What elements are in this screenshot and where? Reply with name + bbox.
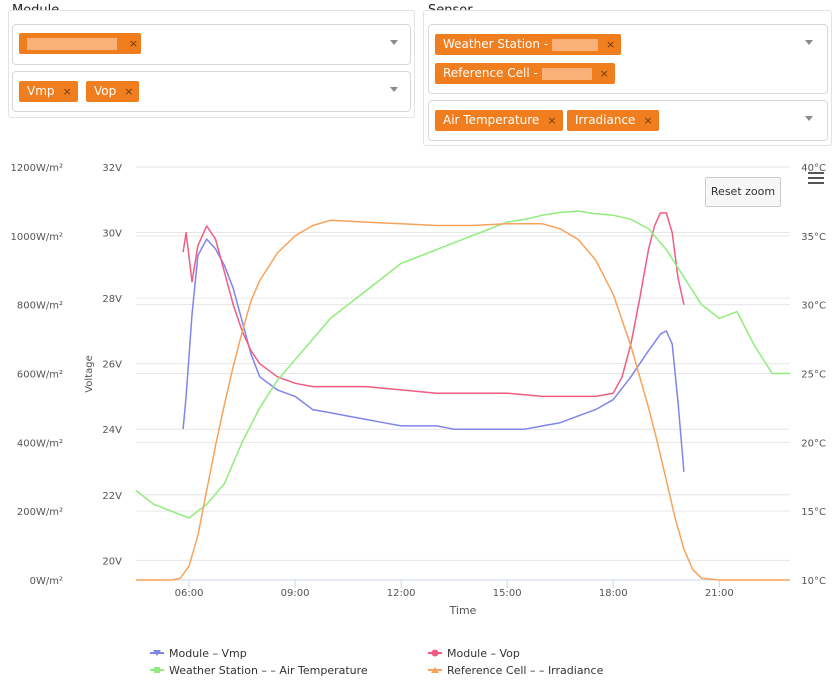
sensor-metric-select[interactable]: Air Temperature × Irradiance × [428, 100, 828, 141]
temperature-tick-label: 40°C [801, 163, 826, 174]
remove-module-chip-icon[interactable]: × [128, 37, 139, 50]
hamburger-icon[interactable] [808, 172, 824, 185]
weather-station-redacted [551, 38, 598, 51]
temperature-tick-label: 10°C [801, 576, 826, 587]
chip-vop: Vop × [86, 81, 140, 102]
x-tick-label: 21:00 [705, 588, 734, 599]
module-select[interactable]: × [12, 24, 411, 65]
irradiance-tick-label: 400W/m² [17, 438, 63, 449]
remove-reference-cell-icon[interactable]: × [599, 67, 609, 80]
temperature-tick-label: 35°C [801, 232, 826, 243]
chevron-down-icon[interactable] [390, 40, 398, 45]
chip-reference-cell-label: Reference Cell - [443, 66, 542, 80]
module-name-redacted [27, 37, 117, 50]
chip-air-temperature: Air Temperature × [435, 110, 563, 131]
voltage-tick-label: 26V [102, 360, 122, 371]
module-metric-select[interactable]: Vmp × Vop × [12, 71, 411, 112]
temperature-tick-label: 30°C [801, 301, 826, 312]
legend-vmp-marker [153, 650, 161, 656]
voltage-irradiance-temperature-chart[interactable]: 0W/m² 200W/m² 400W/m² 600W/m² 800W/m² 1000W/m… [0, 150, 840, 700]
irradiance-tick-label: 800W/m² [17, 301, 63, 312]
remove-vmp-icon[interactable]: × [62, 85, 72, 98]
temperature-tick-label: 15°C [801, 507, 826, 518]
irradiance-tick-label: 600W/m² [17, 370, 63, 381]
voltage-tick-label: 28V [102, 294, 122, 305]
chevron-down-icon[interactable] [805, 40, 813, 45]
chart-legend[interactable]: Module – Vmp Module – Vop Weather Station … [150, 647, 604, 677]
irradiance-tick-label: 1200W/m² [11, 163, 63, 174]
series-vmp-line [182, 238, 685, 472]
legend-vmp-label[interactable]: Module – Vmp [169, 647, 247, 660]
series-vop-line [182, 212, 685, 398]
legend-air-label[interactable]: Weather Station – – Air Temperature [169, 664, 368, 677]
chevron-down-icon[interactable] [390, 87, 398, 92]
legend-vop-label[interactable]: Module – Vop [447, 647, 520, 660]
x-tick-label: 18:00 [599, 588, 628, 599]
voltage-tick-label: 24V [102, 425, 122, 436]
series-air-line [135, 210, 790, 519]
x-tick-label: 06:00 [175, 588, 204, 599]
x-tick-label: 12:00 [387, 588, 416, 599]
x-axis-title: Time [449, 604, 477, 617]
sensor-select[interactable]: Weather Station - × Reference Cell - × [428, 24, 828, 94]
chip-irradiance: Irradiance × [567, 110, 659, 131]
chart-series [135, 210, 790, 581]
reset-zoom-button[interactable]: Reset zoom [705, 177, 781, 207]
remove-irradiance-icon[interactable]: × [643, 114, 653, 127]
reference-cell-redacted [541, 67, 592, 80]
voltage-tick-label: 22V [102, 491, 122, 502]
temperature-tick-label: 20°C [801, 438, 826, 449]
series-irr-line [136, 219, 790, 581]
voltage-axis-title: Voltage [84, 355, 95, 393]
irradiance-tick-label: 1000W/m² [11, 232, 63, 243]
remove-vop-icon[interactable]: × [124, 85, 134, 98]
remove-air-temperature-icon[interactable]: × [547, 114, 557, 127]
chip-reference-cell: Reference Cell - × [435, 63, 615, 84]
legend-air-marker [154, 667, 160, 673]
chip-weather-station: Weather Station - × [435, 34, 622, 55]
legend-irr-label[interactable]: Reference Cell – – Irradiance [447, 664, 604, 677]
x-tick-label: 15:00 [493, 588, 522, 599]
temperature-tick-label: 25°C [801, 370, 826, 381]
irradiance-tick-label: 0W/m² [30, 576, 63, 587]
remove-weather-station-icon[interactable]: × [605, 38, 616, 51]
chart-grid [136, 166, 790, 581]
legend-irr-marker [431, 667, 439, 673]
chip-irradiance-label: Irradiance [575, 113, 636, 127]
x-tick-label: 09:00 [281, 588, 310, 599]
chevron-down-icon[interactable] [805, 116, 813, 121]
chip-weather-station-label: Weather Station - [443, 37, 552, 51]
voltage-tick-label: 20V [102, 556, 122, 567]
irradiance-tick-label: 200W/m² [17, 507, 63, 518]
voltage-tick-label: 32V [102, 163, 122, 174]
chip-vmp: Vmp × [19, 81, 78, 102]
legend-vop-marker [431, 649, 439, 657]
chip-vop-label: Vop [94, 84, 117, 98]
chip-air-temperature-label: Air Temperature [443, 113, 540, 127]
voltage-tick-label: 30V [102, 229, 122, 240]
chart-axes: 0W/m² 200W/m² 400W/m² 600W/m² 800W/m² 1000W/m… [11, 163, 826, 617]
chip-vmp-label: Vmp [27, 84, 55, 98]
module-chip: × [19, 33, 141, 54]
